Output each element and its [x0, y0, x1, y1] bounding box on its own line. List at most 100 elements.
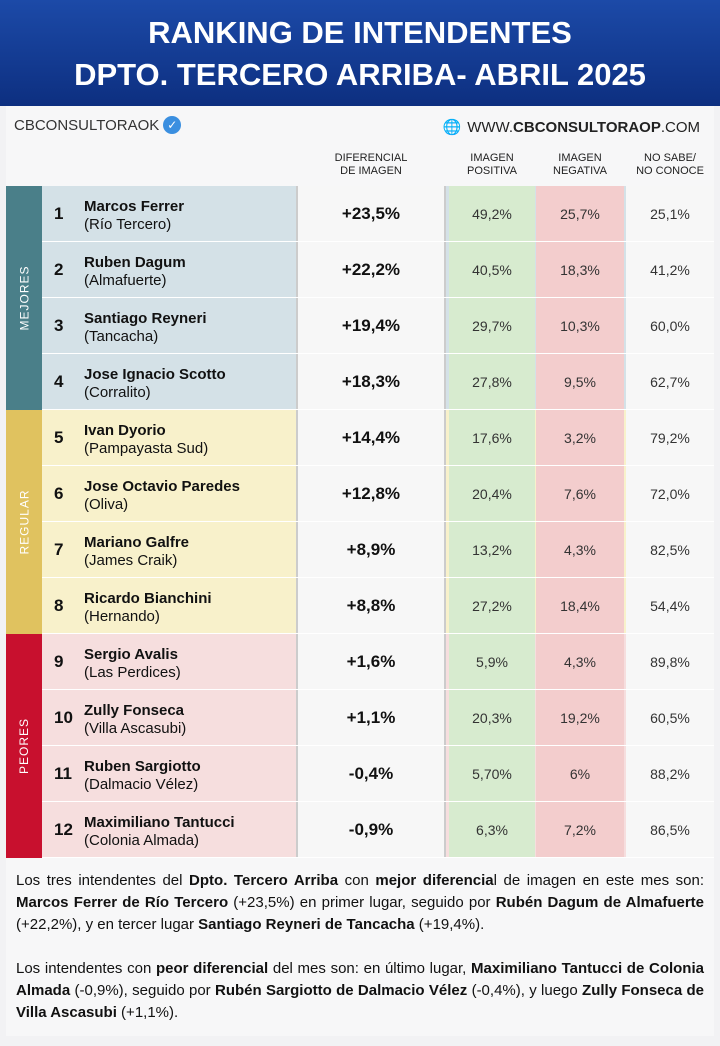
no-sabe-cell: 62,7% [626, 354, 714, 409]
negativa-cell: 9,5% [536, 354, 624, 409]
town: (Pampayasta Sud) [84, 440, 209, 457]
text-segment: Dpto. Tercero Arriba [189, 872, 339, 889]
no-sabe-cell: 79,2% [626, 410, 714, 465]
name: Ricardo Bianchini [84, 590, 212, 607]
no-sabe-cell: 72,0% [626, 466, 714, 521]
diferencial-cell: +1,1% [296, 690, 446, 745]
diferencial-cell: +1,6% [296, 634, 446, 689]
table-row: 8 Ricardo Bianchini (Hernando) +8,8% 27,2% 18… [42, 578, 714, 634]
mayor-name: Sergio Avalis (Las Perdices) [84, 646, 181, 682]
column-header-diferencial: DIFERENCIAL DE IMAGEN [334, 152, 408, 177]
brand-handle-text: CBCONSULTORAOK [14, 116, 160, 134]
text-segment: Los tres intendentes del [16, 872, 190, 889]
positiva-cell: 40,5% [449, 242, 535, 297]
positiva-cell: 13,2% [449, 522, 535, 577]
name: Jose Ignacio Scotto [84, 366, 226, 383]
text-segment: mejor diferencia [375, 872, 494, 889]
negativa-cell: 10,3% [536, 298, 624, 353]
mayor-name: Marcos Ferrer (Río Tercero) [84, 198, 184, 234]
website-text: WWW.CBCONSULTORAOP.COM [467, 118, 700, 136]
text-segment: Los intendentes con [16, 960, 156, 977]
text-segment: (+23,5%) en primer lugar, seguido por [228, 894, 496, 911]
diferencial-cell: +23,5% [296, 186, 446, 241]
town: (Río Tercero) [84, 216, 172, 233]
name: Ruben Sargiotto [84, 758, 201, 775]
column-header-negativa: IMAGEN NEGATIVA [553, 152, 607, 177]
summary-paragraph: Los tres intendentes del Dpto. Tercero A… [16, 870, 704, 936]
mayor-name: Mariano Galfre (James Craik) [84, 534, 189, 570]
town: (Dalmacio Vélez) [84, 776, 199, 793]
mayor-name: Ruben Sargiotto (Dalmacio Vélez) [84, 758, 201, 794]
no-sabe-cell: 86,5% [626, 802, 714, 857]
group-label: MEJORES [17, 265, 32, 331]
negativa-cell: 18,4% [536, 578, 624, 633]
group-band-peores: PEORES [6, 634, 42, 858]
text-segment: (-0,4%), y luego [467, 982, 583, 999]
group-label: REGULAR [17, 489, 32, 555]
table-row: 12 Maximiliano Tantucci (Colonia Almada) -0… [42, 802, 714, 858]
positiva-cell: 27,2% [449, 578, 535, 633]
text-segment: Marcos Ferrer de Río Tercero [16, 894, 229, 911]
no-sabe-cell: 41,2% [626, 242, 714, 297]
negativa-cell: 19,2% [536, 690, 624, 745]
negativa-cell: 18,3% [536, 242, 624, 297]
town: (Almafuerte) [84, 272, 167, 289]
rank: 3 [54, 316, 64, 335]
group-label: PEORES [17, 717, 32, 775]
summary-text: Los tres intendentes del Dpto. Tercero A… [16, 870, 704, 1046]
no-sabe-cell: 89,8% [626, 634, 714, 689]
negativa-cell: 4,3% [536, 634, 624, 689]
positiva-cell: 20,3% [449, 690, 535, 745]
text-segment: l de imagen en este mes son: [493, 872, 704, 889]
no-sabe-cell: 60,5% [626, 690, 714, 745]
rank: 4 [54, 372, 64, 391]
town: (Tancacha) [84, 328, 159, 345]
town: (Colonia Almada) [84, 832, 200, 849]
diferencial-cell: +19,4% [296, 298, 446, 353]
no-sabe-cell: 54,4% [626, 578, 714, 633]
diferencial-cell: +22,2% [296, 242, 446, 297]
name: Sergio Avalis [84, 646, 178, 663]
table-row: 5 Ivan Dyorio (Pampayasta Sud) +14,4% 17,6% 3… [42, 410, 714, 466]
rank: 2 [54, 260, 64, 279]
mayor-name: Zully Fonseca (Villa Ascasubi) [84, 702, 186, 738]
positiva-cell: 5,70% [449, 746, 535, 801]
table-row: 2 Ruben Dagum (Almafuerte) +22,2% 40,5% 18,3%… [42, 242, 714, 298]
rank: 11 [54, 764, 72, 783]
column-header-positiva: IMAGEN POSITIVA [467, 152, 517, 177]
name: Ruben Dagum [84, 254, 186, 271]
text-segment: Maximiliano Tantucci de Colonia Almada [16, 960, 704, 999]
negativa-cell: 7,6% [536, 466, 624, 521]
town: (Las Perdices) [84, 664, 181, 681]
text-segment: con [338, 872, 376, 889]
column-header-no-sabe: NO SABE/NO CONOCE [636, 152, 704, 177]
title-line-1: RANKING DE INTENDENTES [148, 15, 572, 50]
positiva-cell: 27,8% [449, 354, 535, 409]
table-row: 3 Santiago Reyneri (Tancacha) +19,4% 29,7% 10… [42, 298, 714, 354]
table-row: 10 Zully Fonseca (Villa Ascasubi) +1,1% 20,3… [42, 690, 714, 746]
mayor-name: Ivan Dyorio (Pampayasta Sud) [84, 422, 208, 458]
table-row: 6 Jose Octavio Paredes (Oliva) +12,8% 20,4% 7… [42, 466, 714, 522]
rank: 7 [54, 540, 64, 559]
website: 🌐 WWW.CBCONSULTORAOP.COM [443, 118, 700, 137]
diferencial-cell: -0,9% [296, 802, 446, 857]
diferencial-cell: +8,9% [296, 522, 446, 577]
diferencial-cell: +18,3% [296, 354, 446, 409]
table-row: 9 Sergio Avalis (Las Perdices) +1,6% 5,9% 4,3… [42, 634, 714, 690]
town: (Corralito) [84, 384, 151, 401]
text-segment: (-0,9%), seguido por [70, 982, 215, 999]
brand-handle: CBCONSULTORAOK ✓ [14, 116, 182, 134]
positiva-cell: 5,9% [449, 634, 535, 689]
text-segment: peor diferencial [155, 960, 269, 977]
mayor-name: Jose Octavio Paredes (Oliva) [84, 478, 240, 514]
town: (Hernando) [84, 608, 160, 625]
positiva-cell: 29,7% [449, 298, 535, 353]
verified-badge-icon: ✓ [163, 116, 182, 134]
negativa-cell: 7,2% [536, 802, 624, 857]
positiva-cell: 6,3% [449, 802, 535, 857]
name: Ivan Dyorio [84, 422, 166, 439]
table-row: 1 Marcos Ferrer (Río Tercero) +23,5% 49,2% 25… [42, 186, 714, 242]
rank: 12 [54, 820, 73, 839]
rank: 6 [54, 484, 64, 503]
diferencial-cell: -0,4% [296, 746, 446, 801]
